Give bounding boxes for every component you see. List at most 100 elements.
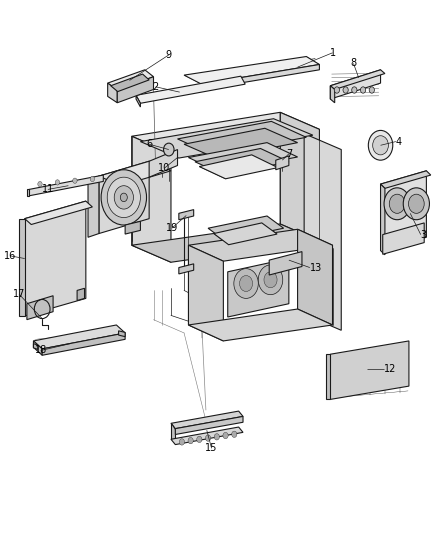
Polygon shape	[25, 201, 92, 224]
Polygon shape	[330, 86, 335, 103]
Polygon shape	[88, 176, 99, 237]
Circle shape	[334, 87, 339, 93]
Polygon shape	[179, 264, 194, 274]
Circle shape	[163, 143, 174, 156]
Text: 3: 3	[421, 230, 427, 240]
Polygon shape	[77, 288, 85, 301]
Polygon shape	[381, 171, 426, 251]
Polygon shape	[269, 252, 302, 275]
Polygon shape	[29, 175, 103, 196]
Circle shape	[360, 87, 366, 93]
Polygon shape	[188, 245, 223, 341]
Circle shape	[55, 180, 60, 185]
Circle shape	[384, 188, 410, 220]
Polygon shape	[27, 189, 29, 196]
Polygon shape	[188, 309, 332, 341]
Polygon shape	[99, 161, 149, 233]
Polygon shape	[171, 423, 175, 439]
Circle shape	[188, 438, 193, 444]
Circle shape	[179, 439, 184, 445]
Polygon shape	[184, 56, 319, 84]
Circle shape	[205, 435, 211, 441]
Text: 7: 7	[286, 149, 292, 159]
Circle shape	[214, 434, 219, 440]
Polygon shape	[42, 333, 125, 356]
Polygon shape	[297, 229, 332, 325]
Circle shape	[264, 272, 277, 288]
Circle shape	[258, 265, 283, 295]
Text: 17: 17	[13, 289, 25, 299]
Polygon shape	[141, 119, 313, 158]
Polygon shape	[125, 221, 141, 234]
Text: 15: 15	[205, 443, 218, 453]
Circle shape	[120, 193, 127, 201]
Polygon shape	[326, 354, 330, 399]
Polygon shape	[33, 325, 125, 349]
Circle shape	[369, 87, 374, 93]
Circle shape	[73, 178, 77, 183]
Polygon shape	[188, 143, 297, 172]
Polygon shape	[381, 184, 385, 255]
Circle shape	[343, 87, 348, 93]
Polygon shape	[276, 156, 289, 169]
Polygon shape	[330, 341, 409, 399]
Text: 8: 8	[350, 59, 357, 68]
Polygon shape	[199, 155, 278, 179]
Circle shape	[90, 176, 95, 182]
Polygon shape	[27, 296, 53, 320]
Polygon shape	[136, 76, 245, 103]
Text: 9: 9	[166, 50, 172, 60]
Polygon shape	[280, 112, 319, 241]
Polygon shape	[33, 341, 42, 356]
Polygon shape	[108, 70, 153, 90]
Polygon shape	[330, 70, 385, 90]
Polygon shape	[149, 150, 177, 177]
Polygon shape	[188, 229, 332, 261]
Polygon shape	[177, 122, 306, 155]
Polygon shape	[108, 83, 117, 103]
Text: 10: 10	[158, 163, 170, 173]
Text: 16: 16	[4, 251, 16, 261]
Circle shape	[101, 169, 147, 225]
Text: 4: 4	[396, 136, 402, 147]
Text: 1: 1	[329, 48, 336, 58]
Circle shape	[38, 181, 42, 187]
Circle shape	[223, 432, 228, 439]
Polygon shape	[171, 427, 243, 445]
Polygon shape	[304, 134, 341, 330]
Polygon shape	[381, 171, 431, 188]
Text: 12: 12	[384, 364, 396, 374]
Polygon shape	[383, 223, 424, 254]
Circle shape	[234, 269, 258, 298]
Text: 13: 13	[310, 263, 322, 272]
Text: 11: 11	[42, 184, 54, 195]
Text: 2: 2	[152, 82, 159, 92]
Polygon shape	[99, 161, 171, 185]
Circle shape	[114, 185, 134, 209]
Circle shape	[373, 136, 389, 155]
Text: 6: 6	[146, 139, 152, 149]
Polygon shape	[195, 149, 289, 175]
Polygon shape	[132, 224, 319, 262]
Polygon shape	[33, 344, 38, 350]
Polygon shape	[132, 136, 171, 262]
Circle shape	[403, 188, 429, 220]
Circle shape	[232, 431, 237, 438]
Text: 19: 19	[166, 223, 178, 233]
Polygon shape	[132, 112, 319, 154]
Circle shape	[389, 194, 405, 213]
Polygon shape	[175, 416, 243, 434]
Polygon shape	[228, 259, 289, 317]
Polygon shape	[330, 70, 381, 99]
Polygon shape	[201, 64, 319, 90]
Polygon shape	[208, 216, 284, 240]
Circle shape	[368, 131, 393, 160]
Polygon shape	[136, 95, 141, 107]
Text: 18: 18	[35, 345, 47, 356]
Polygon shape	[111, 74, 149, 92]
Polygon shape	[171, 411, 243, 429]
Polygon shape	[117, 77, 153, 103]
Polygon shape	[25, 201, 86, 316]
Circle shape	[352, 87, 357, 93]
Polygon shape	[119, 331, 125, 337]
